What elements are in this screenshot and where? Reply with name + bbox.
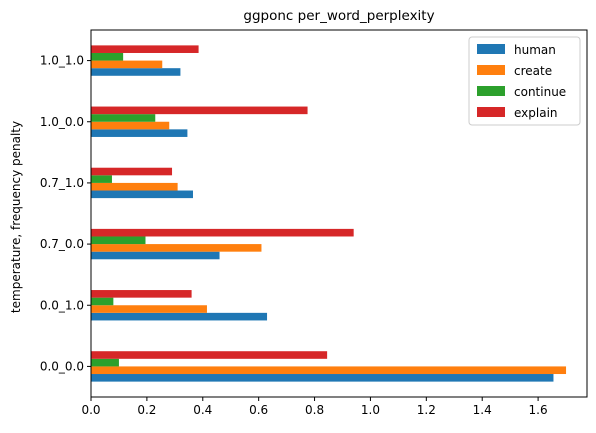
bars-group [91, 45, 567, 382]
x-tick-label: 0.4 [193, 403, 212, 417]
bar-explain-1.0_0.0 [91, 106, 308, 115]
bar-create-0.7_0.0 [91, 244, 262, 252]
bar-explain-0.7_1.0 [91, 167, 173, 176]
bar-create-0.0_1.0 [91, 305, 207, 313]
x-tick-label: 1.4 [473, 403, 492, 417]
bar-continue-1.0_1.0 [91, 52, 124, 61]
x-tick-label: 1.2 [417, 403, 436, 417]
bar-explain-0.0_1.0 [91, 290, 192, 298]
bar-human-1.0_0.0 [91, 129, 188, 137]
legend-swatch-human [477, 44, 505, 54]
legend-swatch-create [477, 65, 505, 75]
y-axis-label: temperature, frequency penalty [9, 121, 23, 313]
y-tick-label: 0.7_1.0 [40, 176, 84, 190]
y-tick-label: 0.0_0.0 [40, 359, 84, 373]
bar-explain-0.0_0.0 [91, 351, 328, 359]
y-tick-label: 1.0_1.0 [40, 54, 84, 68]
x-tick-label: 0.0 [81, 403, 100, 417]
bar-create-0.7_1.0 [91, 182, 178, 191]
legend-label-human: human [514, 43, 556, 57]
y-axis: 0.0_0.0 0.0_1.0 0.7_0.0 0.7_1.0 1.0_0.0 1.0_1… [40, 54, 91, 373]
bar-human-0.0_1.0 [91, 312, 268, 321]
legend-swatch-explain [477, 107, 505, 117]
x-tick-label: 1.6 [529, 403, 548, 417]
bar-continue-0.7_0.0 [91, 236, 146, 245]
x-tick-label: 0.8 [305, 403, 324, 417]
bar-create-1.0_0.0 [91, 121, 170, 130]
legend-label-continue: continue [514, 85, 566, 99]
bar-create-1.0_1.0 [91, 60, 163, 69]
bar-continue-1.0_0.0 [91, 114, 156, 122]
bar-human-0.7_1.0 [91, 190, 193, 199]
bar-human-0.0_0.0 [91, 374, 554, 382]
legend-box [468, 36, 581, 126]
legend-label-explain: explain [514, 106, 558, 120]
plot-frame [90, 29, 588, 398]
x-tick-label: 1.0 [361, 403, 380, 417]
legend: human create continue explain [468, 36, 581, 126]
bar-explain-0.7_0.0 [91, 228, 354, 237]
x-tick-label: 0.6 [249, 403, 268, 417]
bar-continue-0.0_1.0 [91, 297, 114, 306]
bar-human-1.0_1.0 [91, 68, 181, 76]
legend-label-create: create [514, 64, 552, 78]
bar-continue-0.0_0.0 [91, 358, 119, 367]
bar-create-0.0_0.0 [91, 366, 567, 375]
y-tick-label: 0.7_0.0 [40, 237, 84, 251]
chart-title: ggponc per_word_perplexity [243, 8, 434, 24]
bar-continue-0.7_1.0 [91, 175, 112, 183]
legend-swatch-continue [477, 86, 505, 96]
y-tick-label: 1.0_0.0 [40, 115, 84, 129]
bar-human-0.7_0.0 [91, 251, 220, 260]
y-tick-label: 0.0_1.0 [40, 298, 84, 312]
x-tick-label: 0.2 [137, 403, 156, 417]
bar-explain-1.0_1.0 [91, 45, 199, 53]
x-axis: 0.0 0.2 0.4 0.6 0.8 1.0 1.2 1.4 1.6 [81, 397, 548, 417]
